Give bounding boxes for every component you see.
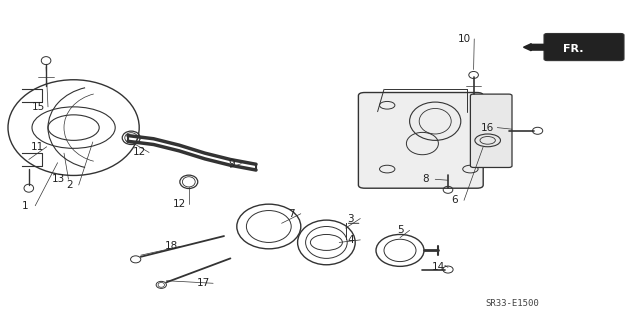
Text: 2: 2 (66, 180, 72, 190)
FancyBboxPatch shape (358, 93, 483, 188)
Text: 1: 1 (22, 201, 29, 211)
FancyArrow shape (524, 44, 547, 51)
Text: 11: 11 (31, 142, 44, 152)
Text: 12: 12 (133, 147, 146, 158)
Text: 10: 10 (458, 34, 471, 44)
Text: 5: 5 (397, 225, 403, 235)
Text: SR33-E1500: SR33-E1500 (485, 299, 539, 308)
Text: 13: 13 (52, 174, 65, 184)
Text: 6: 6 (451, 195, 458, 205)
Text: 7: 7 (288, 209, 294, 219)
Text: 16: 16 (481, 122, 494, 133)
Text: 3: 3 (348, 213, 354, 224)
Text: 12: 12 (173, 198, 186, 209)
Text: 18: 18 (165, 241, 178, 251)
FancyBboxPatch shape (470, 94, 512, 167)
Text: 15: 15 (32, 102, 45, 112)
Text: 17: 17 (197, 278, 210, 288)
Text: 4: 4 (348, 235, 354, 245)
Text: FR.: FR. (563, 44, 583, 54)
Text: 8: 8 (422, 174, 429, 184)
FancyBboxPatch shape (544, 33, 624, 61)
Text: 9: 9 (228, 159, 235, 169)
Text: 14: 14 (432, 262, 445, 272)
